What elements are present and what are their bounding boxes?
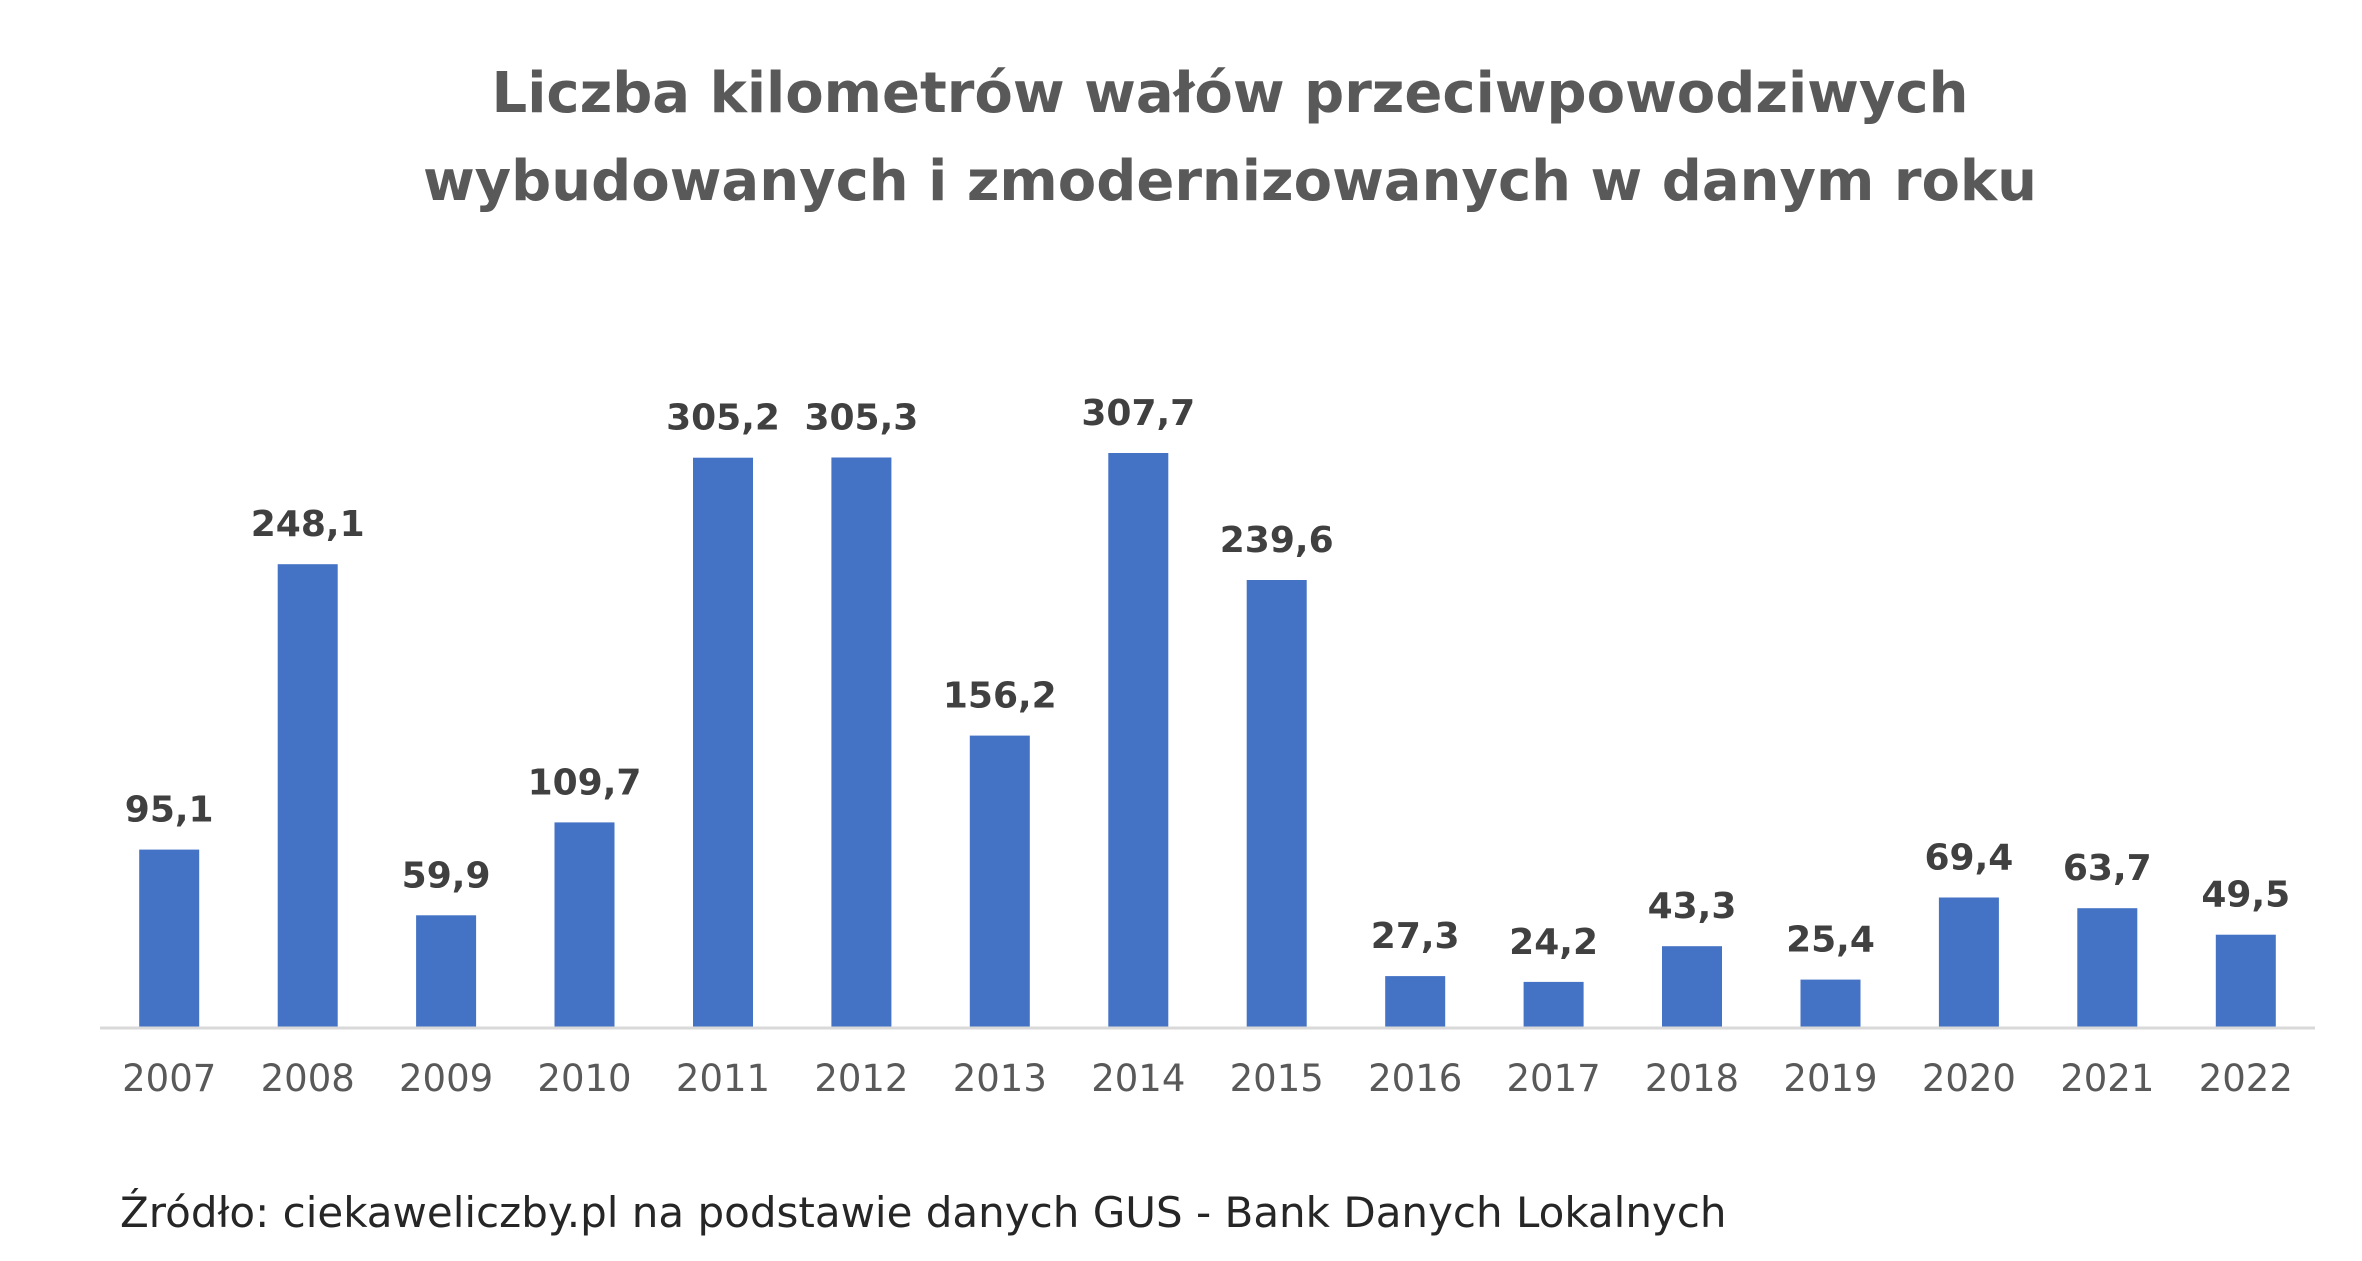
value-label-2008: 248,1: [251, 504, 365, 545]
x-tick-label-2015: 2015: [1230, 1057, 1324, 1100]
chart-title-line-1: Liczba kilometrów wałów przeciwpowodziwy…: [491, 61, 1969, 126]
value-label-2018: 43,3: [1648, 886, 1737, 927]
value-label-2020: 69,4: [1924, 838, 2013, 879]
x-tick-label-2010: 2010: [537, 1057, 631, 1100]
chart-title-line-2: wybudowanych i zmodernizowanych w danym …: [422, 149, 2038, 214]
x-tick-label-2013: 2013: [953, 1057, 1047, 1100]
bar-2015: [1246, 580, 1307, 1027]
value-label-2021: 63,7: [2063, 848, 2152, 889]
value-label-2019: 25,4: [1786, 920, 1875, 961]
x-tick-label-2016: 2016: [1368, 1057, 1462, 1100]
value-label-2016: 27,3: [1371, 916, 1460, 957]
bar-2016: [1385, 976, 1446, 1027]
value-label-2013: 156,2: [943, 676, 1057, 717]
value-label-2007: 95,1: [125, 790, 214, 831]
bar-2013: [969, 735, 1030, 1027]
value-labels: 95,1 248,1 59,9 109,7 305,2 305,3 156,2 307,7 23…: [125, 393, 2290, 963]
bar-2012: [831, 457, 892, 1027]
x-tick-label-2018: 2018: [1645, 1057, 1739, 1100]
bar-2008: [277, 564, 338, 1027]
x-tick-label-2011: 2011: [676, 1057, 770, 1100]
x-tick-label-2014: 2014: [1091, 1057, 1185, 1100]
bars: [139, 453, 2276, 1027]
value-label-2009: 59,9: [402, 855, 491, 896]
value-label-2012: 305,3: [804, 398, 918, 439]
bar-2019: [1800, 979, 1861, 1027]
bar-2007: [139, 849, 200, 1027]
bar-2017: [1523, 981, 1584, 1027]
x-tick-label-2009: 2009: [399, 1057, 493, 1100]
bar-2010: [554, 822, 615, 1027]
bar-2022: [2215, 934, 2276, 1027]
x-tick-label-2022: 2022: [2199, 1057, 2293, 1100]
value-label-2011: 305,2: [666, 398, 780, 439]
source-note: Źródło: ciekaweliczby.pl na podstawie da…: [120, 1188, 1727, 1237]
value-label-2015: 239,6: [1220, 520, 1334, 561]
chart-title: Liczba kilometrów wałów przeciwpowodziwy…: [0, 50, 2362, 226]
bar-2020: [1938, 897, 1999, 1027]
x-tick-labels: 2007 2008 2009 2010 2011 2012 2013 2014 2015 2016…: [122, 1057, 2293, 1100]
x-tick-label-2019: 2019: [1783, 1057, 1877, 1100]
x-tick-label-2012: 2012: [814, 1057, 908, 1100]
x-tick-label-2021: 2021: [2060, 1057, 2154, 1100]
value-label-2014: 307,7: [1081, 393, 1195, 434]
x-tick-label-2007: 2007: [122, 1057, 216, 1100]
bar-2021: [2077, 908, 2138, 1027]
bar-2009: [416, 915, 477, 1027]
bar-2018: [1662, 946, 1722, 1027]
x-tick-label-2020: 2020: [1922, 1057, 2016, 1100]
bar-2014: [1108, 453, 1169, 1027]
value-label-2010: 109,7: [528, 762, 642, 803]
bar-2011: [693, 457, 753, 1027]
x-tick-label-2008: 2008: [261, 1057, 355, 1100]
value-label-2022: 49,5: [2201, 875, 2290, 916]
x-tick-label-2017: 2017: [1507, 1057, 1601, 1100]
value-label-2017: 24,2: [1509, 922, 1598, 963]
